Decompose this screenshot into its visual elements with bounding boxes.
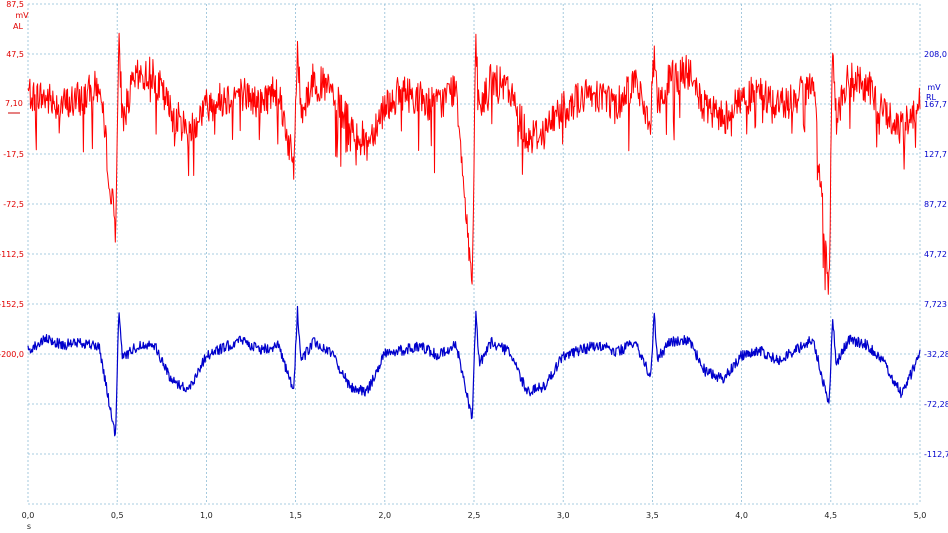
time-tick-label: 3,5 bbox=[646, 511, 659, 520]
time-tick-label: 0,0 bbox=[22, 511, 35, 520]
time-tick-label: 1,5 bbox=[289, 511, 302, 520]
right-axis-unit: mV bbox=[927, 83, 941, 92]
right-tick-label: 127,7 bbox=[924, 150, 947, 159]
right-tick-label: -32,28 bbox=[924, 350, 948, 359]
traces bbox=[27, 32, 921, 437]
time-tick-label: 5,0 bbox=[914, 511, 927, 520]
time-tick-label: 2,0 bbox=[378, 511, 391, 520]
series-line-blue bbox=[27, 305, 921, 437]
left-tick-label: -152,5 bbox=[0, 300, 24, 309]
time-tick-label: 4,0 bbox=[735, 511, 748, 520]
left-axis-channel: AL bbox=[13, 22, 23, 31]
right-tick-label: -72,28 bbox=[924, 400, 948, 409]
time-axis-ticks: 0,0 0,5 1,0 1,5 2,0 2,5 3,0 3,5 4,0 4,5 5,0 bbox=[22, 511, 927, 520]
right-tick-label: 167,7 bbox=[924, 100, 947, 109]
left-tick-label: 47,5 bbox=[6, 50, 24, 59]
time-tick-label: 3,0 bbox=[557, 511, 570, 520]
left-tick-label: -200,0 bbox=[0, 350, 24, 359]
time-tick-label: 4,5 bbox=[824, 511, 837, 520]
left-axis-ticks: 87,5 47,5 -17,5 -72,5 -112,5 -152,5 -200,0 bbox=[0, 0, 24, 359]
right-tick-label: 208,0 bbox=[924, 50, 947, 59]
left-tick-label: -72,5 bbox=[3, 200, 24, 209]
left-cursor-label: 7,10 bbox=[5, 99, 23, 108]
right-axis-channel: RL bbox=[926, 93, 937, 102]
left-tick-label: -17,5 bbox=[3, 150, 24, 159]
right-tick-label: 47,72 bbox=[924, 250, 947, 259]
left-axis-unit: mV bbox=[15, 11, 29, 20]
right-tick-label: -112,7 bbox=[924, 450, 948, 459]
time-tick-label: 1,0 bbox=[200, 511, 213, 520]
right-axis-ticks: 208,0 167,7 127,7 87,72 47,72 7,723 -32,28 -72,… bbox=[924, 50, 948, 459]
right-tick-label: 87,72 bbox=[924, 200, 947, 209]
time-tick-label: 2,5 bbox=[468, 511, 481, 520]
left-tick-label: 87,5 bbox=[6, 0, 24, 9]
time-axis-unit: s bbox=[27, 522, 31, 531]
left-tick-label: -112,5 bbox=[0, 250, 24, 259]
time-tick-label: 0,5 bbox=[111, 511, 124, 520]
right-tick-label: 7,723 bbox=[924, 300, 947, 309]
series-line-red bbox=[27, 32, 921, 295]
